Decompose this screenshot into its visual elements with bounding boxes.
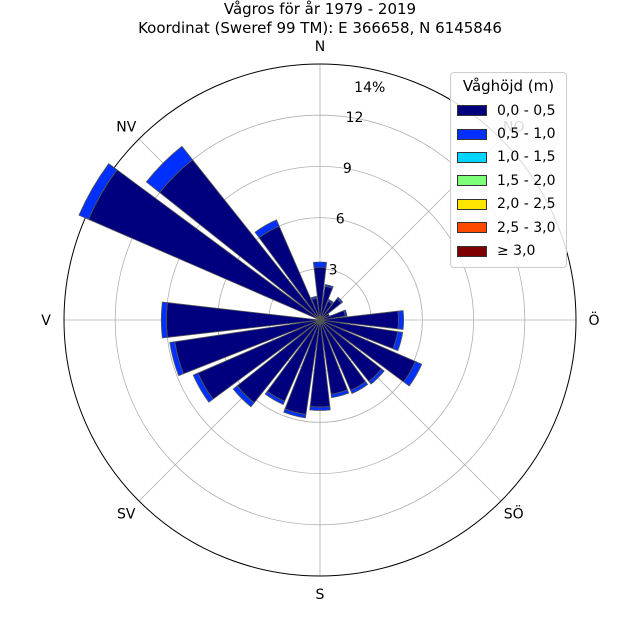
legend: Våghöjd (m) 0,0 - 0,5 0,5 - 1,0 1,0 - 1,5 1… bbox=[450, 72, 567, 268]
radial-tick-label: 3 bbox=[329, 262, 338, 278]
legend-item: 2,5 - 3,0 bbox=[457, 216, 560, 239]
rose-bar-segment bbox=[264, 390, 286, 406]
legend-swatch bbox=[457, 105, 487, 117]
rose-bar-segment bbox=[336, 296, 344, 304]
radial-tick-label: 14% bbox=[354, 80, 385, 96]
legend-entries: 0,0 - 0,5 0,5 - 1,0 1,0 - 1,5 1,5 - 2,0 2,0 … bbox=[457, 99, 560, 263]
rose-bar-segment bbox=[169, 341, 184, 377]
rose-bar-segment bbox=[350, 381, 369, 395]
legend-swatch bbox=[457, 151, 487, 163]
legend-label: ≥ 3,0 bbox=[497, 243, 536, 260]
rose-bar-segment bbox=[368, 368, 385, 385]
chart-title: Vågros för år 1979 - 2019 bbox=[223, 0, 417, 18]
rose-bar-segment bbox=[397, 310, 405, 330]
rose-bar-segment bbox=[309, 406, 331, 411]
rose-bar-segment bbox=[283, 408, 307, 419]
rose-bar-segment bbox=[403, 360, 423, 387]
legend-label: 1,5 - 2,0 bbox=[497, 172, 556, 189]
legend-swatch bbox=[457, 128, 487, 140]
legend-item: ≥ 3,0 bbox=[457, 239, 560, 262]
legend-swatch bbox=[457, 198, 487, 210]
direction-label: SV bbox=[117, 507, 136, 523]
chart-subtitle: Koordinat (Sweref 99 TM): E 366658, N 61… bbox=[138, 19, 502, 37]
direction-label: V bbox=[41, 313, 51, 329]
direction-label: S bbox=[316, 587, 325, 603]
legend-swatch bbox=[457, 245, 487, 257]
direction-label: Ö bbox=[588, 311, 599, 329]
legend-label: 0,0 - 0,5 bbox=[497, 102, 556, 119]
legend-item: 0,0 - 0,5 bbox=[457, 99, 560, 122]
legend-label: 1,0 - 1,5 bbox=[497, 149, 556, 166]
polar-frame bbox=[63, 63, 577, 577]
direction-label: N bbox=[315, 39, 325, 55]
rose-bar-segment bbox=[254, 219, 280, 239]
legend-item: 2,0 - 2,5 bbox=[457, 193, 560, 216]
rose-bar-segment bbox=[392, 331, 404, 352]
legend-swatch bbox=[457, 222, 487, 234]
rose-bar-segment bbox=[145, 145, 194, 194]
direction-label: NV bbox=[116, 119, 136, 135]
direction-label: SÖ bbox=[504, 505, 524, 523]
radial-tick-label: 6 bbox=[336, 212, 345, 228]
rose-bar-segment bbox=[330, 389, 350, 399]
legend-title: Våghöjd (m) bbox=[462, 77, 555, 95]
rose-bar-segment bbox=[343, 309, 348, 317]
rose-bar-segment bbox=[324, 284, 334, 289]
rose-bar-segment bbox=[312, 261, 328, 268]
radial-tick-label: 9 bbox=[343, 161, 352, 177]
legend-item: 1,0 - 1,5 bbox=[457, 146, 560, 169]
radial-tick-label: 12 bbox=[346, 110, 364, 126]
legend-label: 0,5 - 1,0 bbox=[497, 126, 556, 143]
legend-label: 2,5 - 3,0 bbox=[497, 219, 556, 236]
legend-item: 0,5 - 1,0 bbox=[457, 122, 560, 145]
rose-bar-segment bbox=[327, 299, 334, 305]
rose-bar-segment bbox=[78, 163, 118, 220]
rose-bar-segment bbox=[310, 295, 318, 300]
legend-swatch bbox=[457, 175, 487, 187]
rose-bar-segment bbox=[232, 385, 255, 408]
rose-bar-segment bbox=[192, 372, 214, 403]
legend-item: 1,5 - 2,0 bbox=[457, 169, 560, 192]
legend-label: 2,0 - 2,5 bbox=[497, 196, 556, 213]
rose-bar-segment bbox=[160, 301, 168, 339]
